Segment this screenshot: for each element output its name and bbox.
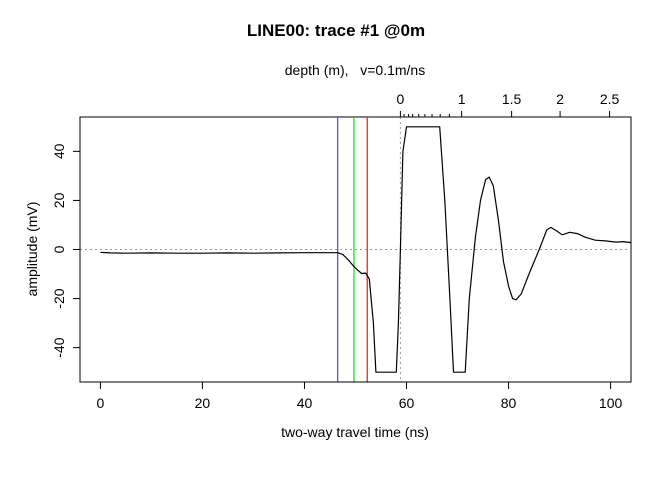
plot-layer: 0 20 40 60 80 100 -40 -20 0 20 40 0 1 1.5 2 2.5 (51, 91, 632, 411)
y-tick-label: 20 (51, 192, 67, 208)
y-tick-label: -20 (51, 288, 67, 308)
y-axis-label: amplitude (mV) (24, 202, 40, 297)
x-tick-label: 100 (599, 395, 623, 411)
top-tick-label: 1 (458, 91, 466, 107)
x-tick-label: 60 (399, 395, 415, 411)
x-tick-label: 80 (501, 395, 517, 411)
top-axis-label: depth (m), v=0.1m/ns (285, 62, 425, 78)
trace-line-1 (100, 126, 632, 373)
y-tick-label: -40 (51, 337, 67, 357)
x-tick-label: 20 (195, 395, 211, 411)
x-tick-label: 0 (97, 395, 105, 411)
top-tick-label: 0 (396, 91, 404, 107)
x-tick-label: 40 (297, 395, 313, 411)
top-tick-label: 2.5 (600, 91, 620, 107)
x-axis-label: two-way travel time (ns) (281, 424, 429, 440)
y-tick-label: 0 (51, 245, 67, 253)
top-tick-label: 2 (556, 91, 564, 107)
top-tick-label: 1.5 (502, 91, 522, 107)
y-tick-label: 40 (51, 143, 67, 159)
chart-title: LINE00: trace #1 @0m (247, 21, 425, 40)
